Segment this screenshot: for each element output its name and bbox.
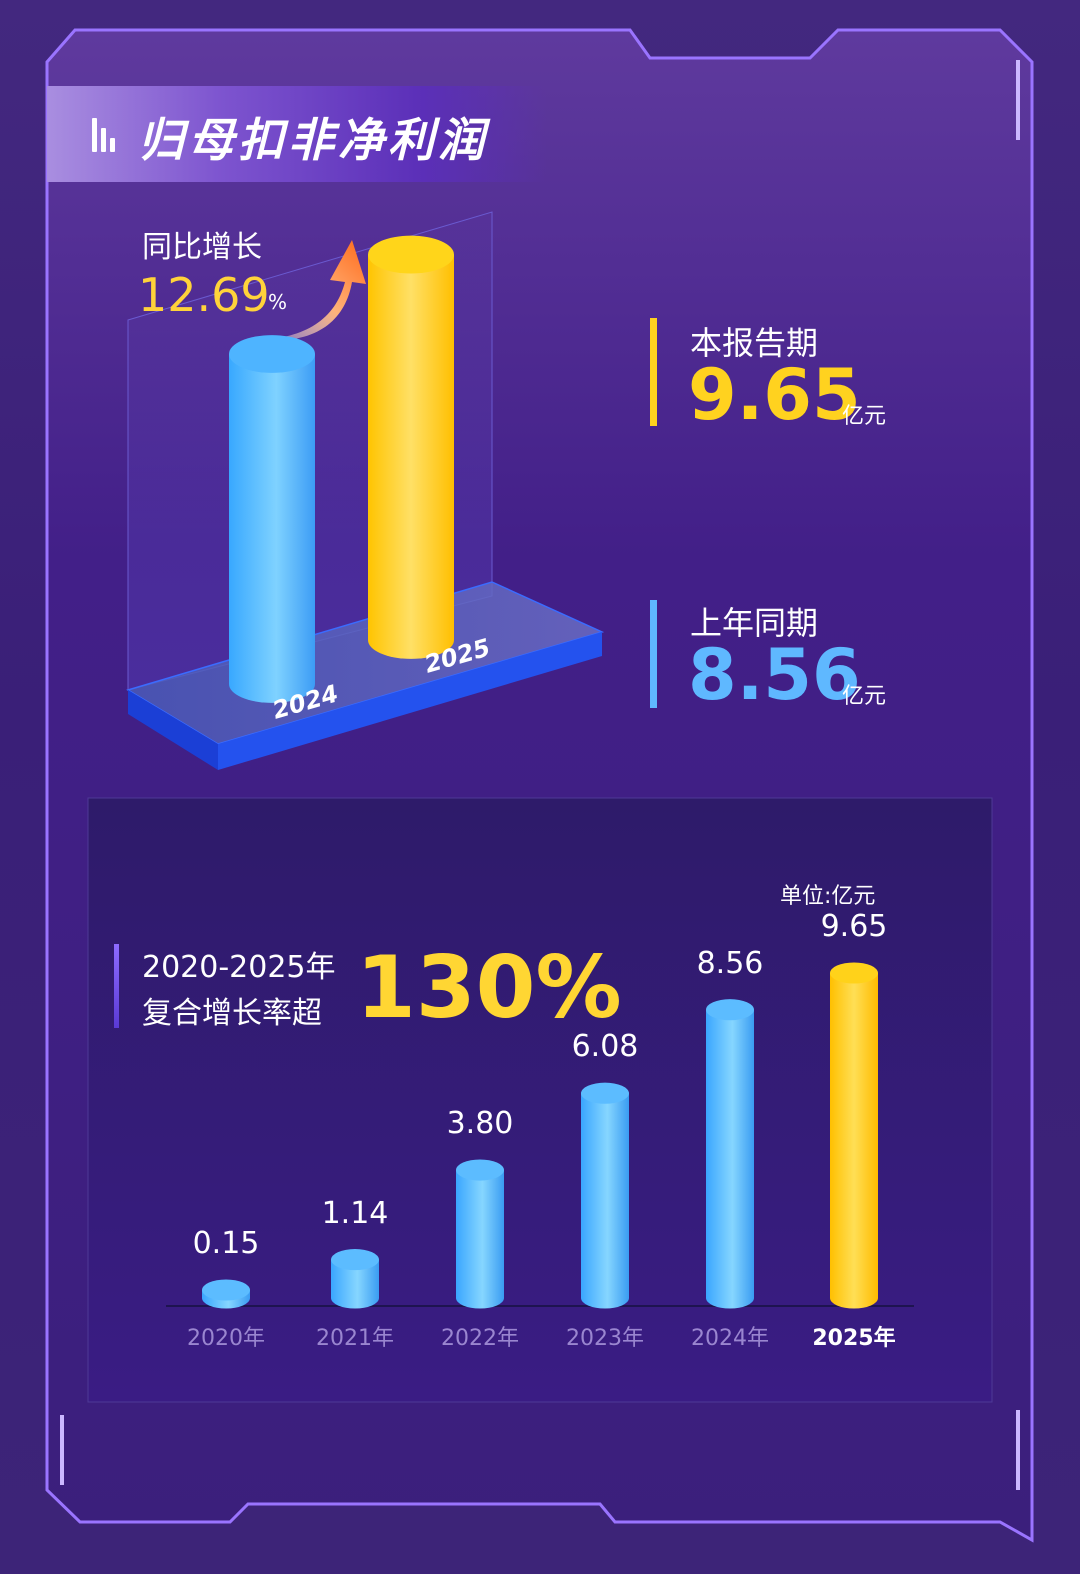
trend-bar-2021年 [331, 1249, 379, 1309]
cagr-line1: 2020-2025年 [142, 950, 336, 985]
trend-x-label: 2021年 [316, 1326, 394, 1351]
cagr-value: 130% [356, 938, 622, 1038]
trend-x-label: 2025年 [812, 1326, 896, 1351]
current-period-value: 9.65 [688, 354, 861, 436]
trend-x-label: 2024年 [691, 1326, 769, 1351]
trend-value-label: 3.80 [446, 1106, 514, 1142]
trend-value-label: 0.15 [192, 1226, 260, 1261]
trend-x-label: 2023年 [566, 1326, 644, 1351]
trend-bar-2023年 [581, 1082, 629, 1309]
prior-period-marker [650, 600, 657, 708]
title-banner [47, 86, 547, 182]
trend-value-label: 8.56 [696, 945, 764, 981]
current-period-unit: 亿元 [842, 404, 887, 429]
trend-bar-2022年 [456, 1159, 504, 1309]
growth-arrow-icon [258, 240, 366, 341]
prior-period-label: 上年同期 [690, 604, 819, 642]
page-title: 归母扣非净利润 [138, 113, 488, 167]
compare-bar-2025 [368, 235, 454, 659]
trend-bar-2024年 [706, 999, 754, 1309]
current-period-marker [650, 318, 657, 426]
trend-x-label: 2020年 [187, 1326, 265, 1351]
bar-chart-icon [92, 118, 118, 152]
yoy-label: 同比增长 [142, 230, 262, 265]
yoy-unit: % [268, 290, 288, 314]
cagr-line2: 复合增长率超 [142, 996, 322, 1031]
trend-value-label: 9.65 [820, 909, 888, 944]
trend-bar-2025年 [830, 962, 878, 1309]
yoy-value: 12.69 [138, 268, 270, 322]
trend-value-label: 6.08 [571, 1029, 639, 1065]
trend-x-label: 2022年 [441, 1326, 519, 1351]
cagr-marker [114, 944, 119, 1028]
compare-bar-2024 [229, 335, 315, 703]
prior-period-unit: 亿元 [842, 684, 887, 709]
trend-bar-2020年 [202, 1279, 250, 1309]
trend-value-label: 1.14 [321, 1195, 389, 1231]
unit-note: 单位:亿元 [780, 884, 876, 909]
current-period-label: 本报告期 [690, 324, 819, 362]
prior-period-value: 8.56 [688, 634, 861, 716]
